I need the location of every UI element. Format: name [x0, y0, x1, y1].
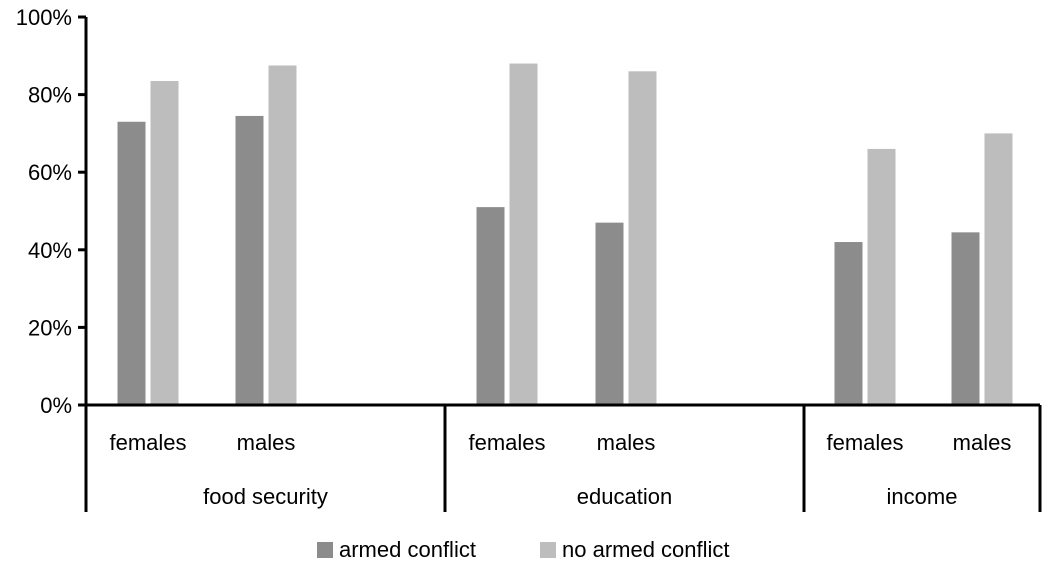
bar-armed-conflict-3 [595, 222, 624, 405]
y-tick-label: 80% [28, 83, 72, 108]
bar-armed-conflict-2 [476, 207, 505, 405]
bar-no-armed-conflict-0 [150, 81, 179, 406]
bar-no-armed-conflict-1 [268, 65, 297, 405]
y-axis: 0% 20% 40% 60% 80% 100% [16, 5, 88, 418]
x-category-label: females [468, 430, 545, 455]
bar-armed-conflict-1 [235, 115, 264, 405]
legend-label: armed conflict [339, 537, 476, 562]
bar-armed-conflict-4 [834, 242, 863, 405]
bar-no-armed-conflict-3 [628, 71, 657, 405]
x-group-label: education [577, 484, 672, 509]
bar-no-armed-conflict-5 [984, 133, 1013, 405]
x-category-label: males [237, 430, 296, 455]
bar-no-armed-conflict-4 [867, 148, 896, 406]
y-tick-label: 0% [40, 393, 72, 418]
x-group-label: income [887, 484, 958, 509]
x-group-label: food security [203, 484, 328, 509]
legend: armed conflict no armed conflict [317, 537, 730, 562]
bar-armed-conflict-0 [117, 121, 146, 405]
x-axis: females males food security females males edu… [84, 403, 1042, 512]
bar-armed-conflict-5 [951, 232, 980, 405]
y-tick-label: 100% [16, 5, 72, 30]
x-category-label: males [597, 430, 656, 455]
legend-swatch [317, 542, 333, 558]
bars [117, 63, 1013, 406]
x-category-label: females [109, 430, 186, 455]
x-category-label: females [826, 430, 903, 455]
y-tick-label: 60% [28, 160, 72, 185]
x-category-label: males [953, 430, 1012, 455]
bar-no-armed-conflict-2 [509, 63, 538, 406]
y-tick-label: 20% [28, 315, 72, 340]
legend-swatch [540, 542, 556, 558]
y-tick-label: 40% [28, 238, 72, 263]
legend-label: no armed conflict [562, 537, 730, 562]
